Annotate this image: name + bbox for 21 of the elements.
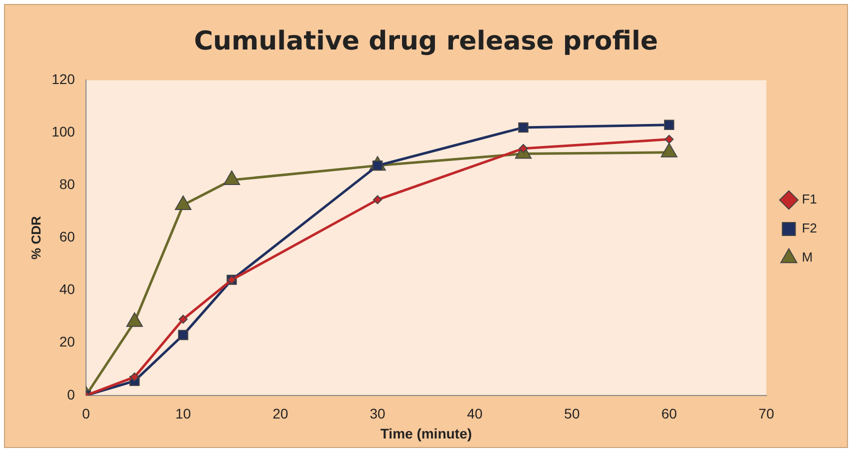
legend-label: F1 (802, 192, 817, 207)
legend-label: M (802, 250, 813, 265)
x-tick-label: 50 (564, 406, 580, 422)
y-tick-label: 20 (59, 334, 76, 350)
y-tick-label: 80 (59, 176, 76, 192)
x-tick-label: 70 (758, 406, 774, 422)
y-tick-label: 0 (67, 386, 76, 402)
x-axis-title: Time (minute) (380, 425, 472, 442)
x-tick-label: 30 (370, 406, 386, 422)
y-tick-label: 120 (52, 71, 76, 88)
x-tick-label: 60 (661, 406, 678, 422)
y-tick-label: 40 (59, 281, 76, 298)
x-tick-label: 20 (272, 406, 288, 422)
x-tick-label: 0 (82, 406, 90, 422)
x-tick-label: 10 (175, 406, 192, 422)
x-tick-label: 40 (466, 406, 483, 422)
y-axis-title: % CDR (28, 216, 44, 260)
chart-title: Cumulative drug release profile (194, 26, 658, 56)
legend-label: F2 (802, 220, 817, 236)
y-tick-label: 60 (59, 228, 76, 245)
y-tick-label: 100 (52, 124, 76, 140)
